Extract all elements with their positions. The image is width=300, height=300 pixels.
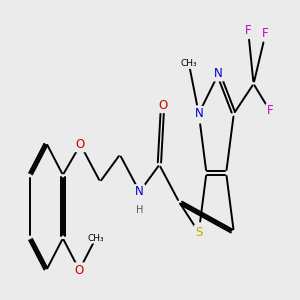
Text: F: F	[262, 27, 269, 40]
Text: O: O	[75, 263, 84, 277]
Text: CH₃: CH₃	[181, 59, 197, 68]
Text: F: F	[245, 23, 251, 37]
Text: N: N	[214, 67, 223, 80]
Text: N: N	[194, 107, 203, 120]
Text: F: F	[267, 104, 273, 117]
Text: H: H	[136, 206, 143, 215]
Text: CH₃: CH₃	[87, 234, 104, 243]
Text: S: S	[195, 226, 202, 239]
Text: O: O	[76, 138, 85, 151]
Text: N: N	[135, 185, 144, 198]
Text: O: O	[158, 99, 167, 112]
